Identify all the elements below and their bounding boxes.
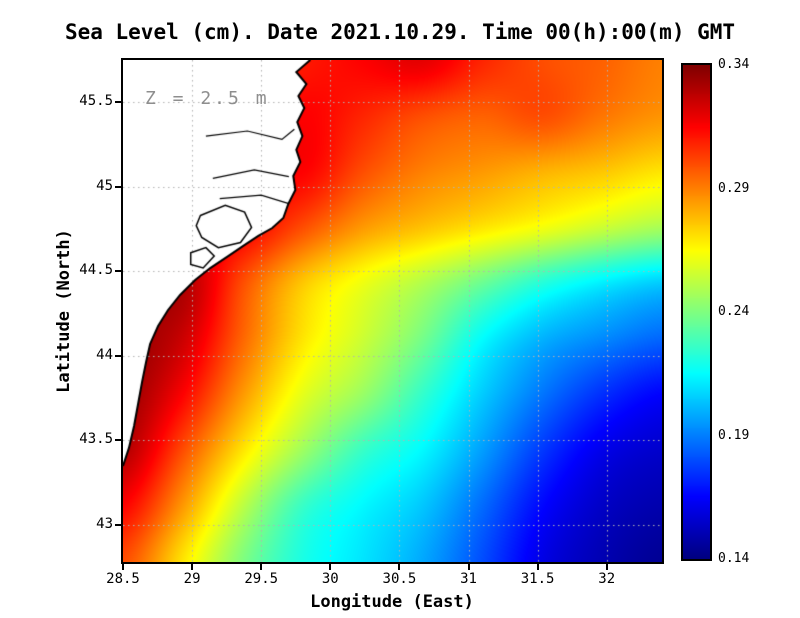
x-tick-mark bbox=[536, 564, 539, 570]
depth-annotation: Z = 2.5 m bbox=[145, 88, 270, 109]
x-tick-mark bbox=[191, 564, 194, 570]
colorbar-tick-label: 0.34 bbox=[718, 57, 750, 72]
x-tick-label: 32 bbox=[598, 571, 616, 587]
y-tick-mark bbox=[115, 523, 121, 526]
x-tick-label: 30 bbox=[321, 571, 339, 587]
x-tick-mark bbox=[605, 564, 608, 570]
y-tick-mark bbox=[115, 101, 121, 104]
x-tick-mark bbox=[329, 564, 332, 570]
x-tick-label: 29.5 bbox=[244, 571, 279, 587]
y-tick-label: 43 bbox=[96, 515, 113, 532]
plot-area: Z = 2.5 m bbox=[121, 58, 664, 564]
x-tick-label: 31.5 bbox=[520, 571, 555, 587]
colorbar-tick-label: 0.14 bbox=[718, 551, 750, 566]
heatmap-canvas bbox=[123, 60, 662, 562]
colorbar-canvas bbox=[683, 65, 710, 559]
colorbar bbox=[681, 63, 712, 561]
x-tick-label: 29 bbox=[183, 571, 201, 587]
x-tick-mark bbox=[467, 564, 470, 570]
colorbar-tick-label: 0.19 bbox=[718, 427, 750, 443]
x-tick-mark bbox=[398, 564, 401, 570]
x-tick-label: 30.5 bbox=[382, 571, 417, 587]
x-tick-label: 28.5 bbox=[106, 571, 140, 587]
y-tick-mark bbox=[115, 354, 121, 357]
y-axis-label: Latitude (North) bbox=[54, 229, 74, 393]
x-axis-label: Longitude (East) bbox=[310, 592, 474, 612]
y-tick-mark bbox=[115, 439, 121, 442]
y-tick-label: 45.5 bbox=[79, 93, 113, 110]
chart-title: Sea Level (cm). Date 2021.10.29. Time 00… bbox=[64, 20, 736, 44]
colorbar-tick-label: 0.29 bbox=[718, 180, 750, 196]
y-tick-label: 45 bbox=[96, 177, 113, 194]
x-tick-mark bbox=[122, 564, 124, 570]
y-tick-label: 44.5 bbox=[79, 262, 113, 279]
y-tick-label: 44 bbox=[96, 346, 113, 363]
y-tick-mark bbox=[115, 185, 121, 188]
colorbar-tick-label: 0.24 bbox=[718, 304, 750, 319]
y-tick-label: 43.5 bbox=[79, 431, 113, 448]
x-tick-mark bbox=[260, 564, 263, 570]
x-tick-label: 31 bbox=[460, 571, 477, 587]
y-tick-mark bbox=[115, 270, 121, 273]
